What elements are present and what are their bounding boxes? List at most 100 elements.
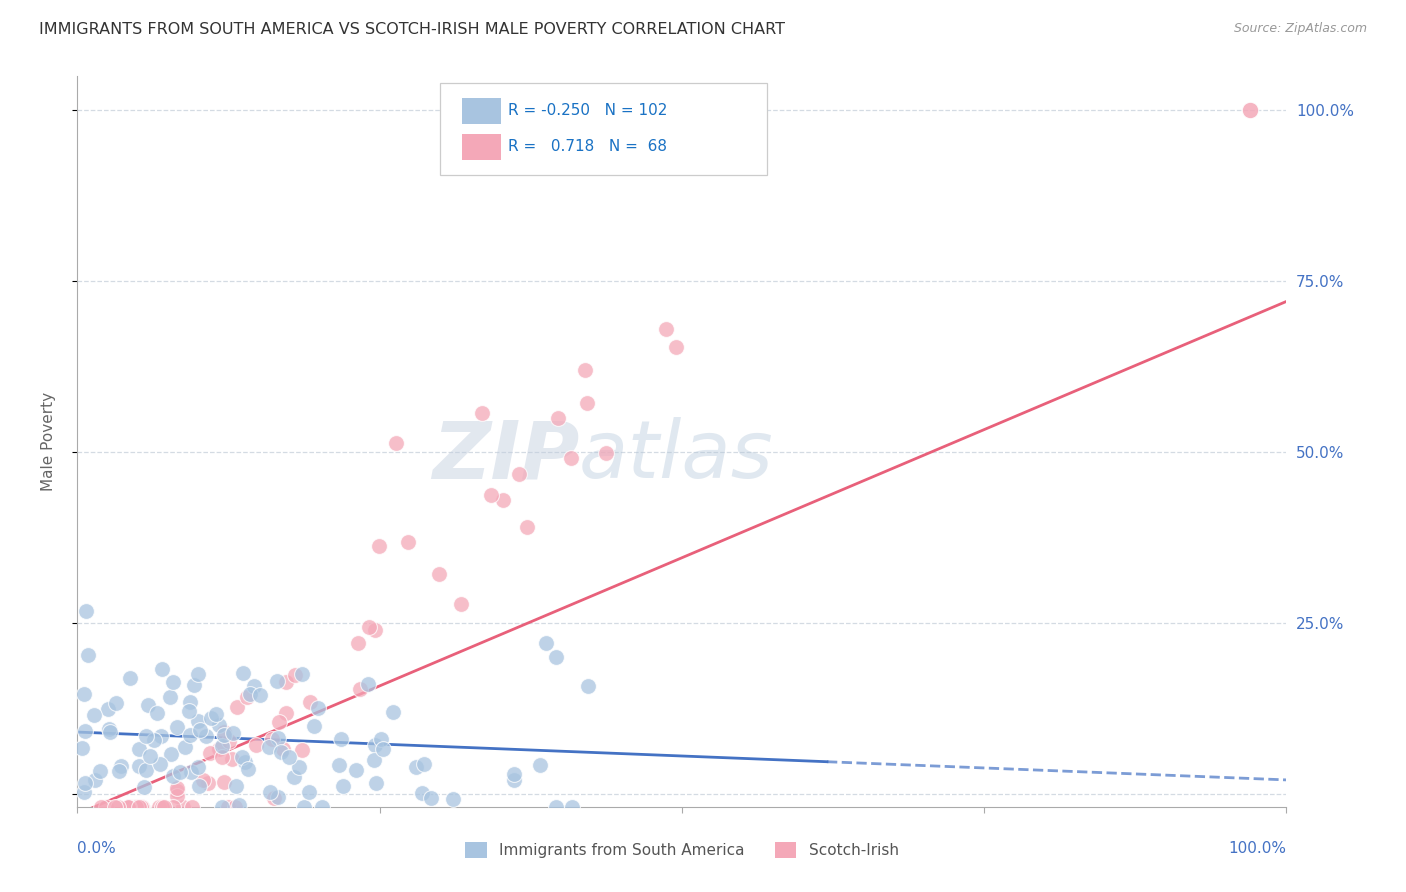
Point [179,728,201,742]
Point [1239,103,1261,117]
Point [364,738,387,752]
Point [344,763,367,777]
Text: atlas: atlas [579,417,773,495]
Point [200,746,222,760]
Point [574,363,596,377]
Point [529,758,551,772]
Point [181,800,204,814]
Point [266,674,288,689]
Point [257,740,280,755]
Point [89,764,111,778]
Point [492,493,515,508]
Point [105,696,128,710]
Point [110,759,132,773]
Point [231,750,253,764]
Point [150,800,173,814]
Point [249,688,271,702]
Point [441,792,464,806]
Point [120,671,142,685]
Point [420,791,443,805]
Text: Source: ZipAtlas.com: Source: ZipAtlas.com [1233,22,1367,36]
Point [396,535,419,549]
Point [654,322,676,336]
Point [299,695,322,709]
Point [77,648,100,663]
Point [502,772,524,787]
Point [135,763,157,777]
Point [166,789,188,804]
Point [245,738,267,752]
Point [329,732,352,747]
Point [187,779,209,793]
Point [75,724,97,739]
Point [357,620,380,634]
Point [311,800,333,814]
Point [283,770,305,784]
Point [75,604,97,618]
Point [129,800,152,814]
Point [217,800,239,814]
Point [98,724,121,739]
Point [153,800,176,814]
Point [208,718,231,732]
Point [179,704,201,718]
Point [232,666,254,681]
Point [187,760,209,774]
Point [166,720,188,734]
Y-axis label: Male Poverty: Male Poverty [42,392,56,491]
Text: R = -0.250   N = 102: R = -0.250 N = 102 [508,103,668,119]
Point [222,725,245,739]
Point [70,740,93,755]
Point [73,688,96,702]
Point [471,406,494,420]
Point [243,679,266,693]
Point [218,734,240,748]
Point [150,661,173,675]
Point [413,756,436,771]
Point [132,780,155,795]
Point [96,800,118,814]
Point [427,566,450,581]
Point [576,396,599,410]
Point [166,784,188,798]
Point [162,800,184,814]
Point [73,785,96,799]
Point [546,649,568,664]
Point [187,714,209,728]
Point [547,410,569,425]
Point [298,785,321,799]
Point [307,701,329,715]
Point [560,451,582,466]
Point [135,729,157,743]
Point [239,687,262,701]
Point [169,764,191,779]
Point [373,742,395,756]
Point [148,800,170,814]
Point [98,722,121,736]
Point [263,791,285,805]
Point [191,772,214,787]
Point [225,779,247,793]
Point [405,760,427,774]
Point [259,785,281,799]
Point [274,706,297,720]
Point [271,742,294,756]
FancyBboxPatch shape [461,98,501,124]
Point [221,752,243,766]
Point [381,706,404,720]
Text: 100.0%: 100.0% [1229,840,1286,855]
Point [347,635,370,649]
Point [117,800,139,814]
Text: R =   0.718   N =  68: R = 0.718 N = 68 [508,139,666,154]
Point [534,636,557,650]
Text: IMMIGRANTS FROM SOUTH AMERICA VS SCOTCH-IRISH MALE POVERTY CORRELATION CHART: IMMIGRANTS FROM SOUTH AMERICA VS SCOTCH-… [39,22,786,37]
Point [233,755,256,769]
Point [665,340,688,354]
Point [211,750,233,764]
Point [269,715,291,730]
Point [166,781,188,796]
Point [90,800,112,814]
Point [288,759,311,773]
Point [236,762,259,776]
Point [117,800,139,814]
